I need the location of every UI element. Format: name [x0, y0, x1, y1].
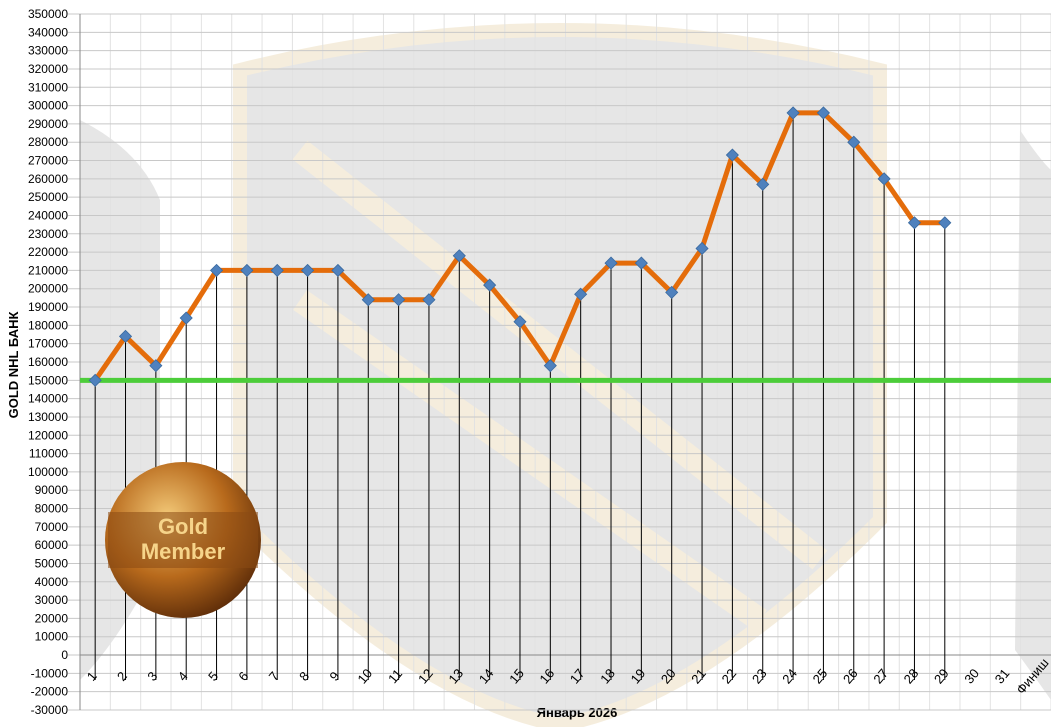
y-tick-label: 40000	[35, 575, 69, 589]
data-point	[361, 293, 375, 307]
badge-band	[108, 512, 258, 568]
y-tick-label: 240000	[28, 208, 68, 222]
x-tick-label: 30	[961, 666, 982, 687]
data-point	[574, 287, 588, 301]
y-tick-label: 110000	[29, 447, 68, 461]
plot-area: -30000 -20000 -10000 0 10000 20000 30000 40000 5…	[28, 7, 1051, 717]
y-tick-label: 130000	[28, 410, 68, 424]
y-tick-label: 290000	[28, 117, 68, 131]
y-tick-label: 250000	[28, 190, 68, 204]
data-point	[695, 241, 709, 256]
data-point	[665, 285, 679, 299]
data-point	[301, 263, 315, 277]
y-tick-label: 50000	[35, 556, 69, 570]
x-tick-label: 1	[84, 669, 100, 684]
y-tick-label: 140000	[28, 392, 68, 406]
y-tick-label: 70000	[35, 520, 69, 534]
x-tick-label: 3	[144, 669, 160, 684]
x-tick-label: 11	[385, 666, 405, 686]
data-point	[938, 216, 952, 230]
data-point	[240, 263, 254, 277]
y-tick-label: -20000	[31, 685, 69, 699]
x-tick-label: 23	[749, 666, 770, 687]
data-point	[452, 249, 466, 263]
y-tick-label: 150000	[28, 373, 68, 387]
data-point	[543, 359, 557, 373]
background-logo	[80, 23, 1051, 727]
y-tick-label: 180000	[28, 318, 68, 332]
y-tick-label: 60000	[35, 538, 69, 552]
x-tick-label: 24	[779, 666, 800, 687]
data-point	[483, 278, 497, 292]
y-tick-label: 230000	[28, 227, 68, 241]
data-point	[513, 315, 527, 329]
data-point	[756, 177, 770, 191]
data-point	[847, 135, 861, 149]
y-tick-label: 270000	[28, 154, 68, 168]
data-point	[392, 293, 406, 307]
data-point	[270, 263, 284, 277]
data-point	[604, 256, 618, 270]
y-tick-label: 220000	[28, 245, 68, 259]
y-tick-label: 200000	[28, 282, 68, 296]
y-tick-label: 80000	[35, 502, 69, 516]
y-tick-label: 190000	[28, 300, 68, 314]
data-point	[331, 263, 345, 277]
y-tick-label: 20000	[35, 611, 69, 625]
x-tick-label: 22	[719, 666, 740, 687]
y-tick-label: 300000	[28, 99, 68, 113]
x-tick-label: 28	[901, 666, 922, 687]
x-tick-label: 6	[235, 669, 251, 684]
data-point	[118, 329, 133, 343]
data-point	[422, 293, 436, 307]
x-tick-label: 5	[205, 669, 221, 684]
y-tick-label: 120000	[28, 428, 68, 442]
y-tick-label: 320000	[28, 62, 68, 76]
y-tick-label: 260000	[28, 172, 68, 186]
data-point	[209, 263, 224, 277]
y-tick-label: 30000	[35, 593, 69, 607]
data-point	[877, 172, 891, 186]
x-tick-label: 8	[296, 669, 312, 684]
y-tick-label: 350000	[28, 7, 68, 21]
data-point	[816, 106, 830, 120]
x-tick-label: 9	[326, 669, 342, 684]
data-point	[907, 216, 922, 230]
x-tick-label: 26	[840, 666, 861, 687]
x-tick-label: 7	[266, 669, 282, 684]
y-tick-label: 340000	[28, 25, 68, 39]
y-tick-label: 100000	[28, 465, 68, 479]
y-tick-label: 280000	[28, 135, 68, 149]
data-point	[179, 311, 193, 325]
y-tick-label: 330000	[28, 44, 68, 58]
data-point	[149, 359, 163, 373]
x-tick-label: 10	[354, 666, 375, 687]
data-point	[88, 373, 102, 387]
x-tick-label: 29	[931, 666, 952, 687]
y-tick-label: 0	[61, 648, 68, 662]
x-tick-label: 4	[175, 669, 191, 684]
x-axis-label: Январь 2026	[537, 705, 618, 720]
y-tick-label: 10000	[35, 630, 69, 644]
x-tick-label: 31	[992, 666, 1013, 687]
data-point	[634, 256, 648, 270]
x-tick-label: 2	[114, 669, 130, 684]
y-tick-label: 90000	[35, 483, 69, 497]
badge-text: Gold	[158, 514, 208, 539]
gold-badge: Gold Member	[105, 462, 261, 618]
x-tick-label: 27	[870, 666, 891, 687]
y-tick-label: 310000	[28, 80, 68, 94]
y-tick-label: 170000	[28, 337, 68, 351]
y-axis-label: GOLD NHL БАНК	[6, 312, 21, 419]
data-point	[725, 148, 739, 162]
badge-text: Member	[141, 539, 226, 564]
y-tick-label: -30000	[31, 703, 69, 717]
y-tick-label: 210000	[28, 263, 68, 277]
data-point	[786, 106, 800, 120]
y-tick-label: 160000	[28, 355, 68, 369]
x-tick-label: 25	[810, 666, 831, 687]
y-tick-label: -10000	[31, 666, 69, 680]
